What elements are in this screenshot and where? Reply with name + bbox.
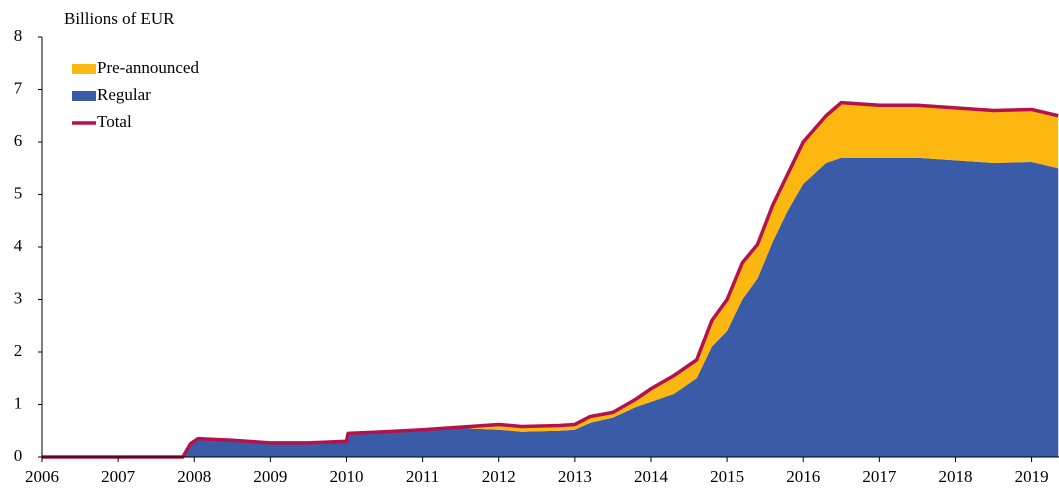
legend-swatch xyxy=(72,64,96,74)
y-tick-label: 3 xyxy=(14,288,23,307)
y-tick-label: 2 xyxy=(14,341,23,360)
x-tick-label: 2017 xyxy=(862,467,897,486)
x-tick-label: 2018 xyxy=(938,467,972,486)
x-tick-label: 2016 xyxy=(786,467,820,486)
y-tick-label: 7 xyxy=(14,78,23,97)
x-tick-label: 2012 xyxy=(482,467,516,486)
x-tick-label: 2013 xyxy=(558,467,592,486)
y-tick-label: 1 xyxy=(14,393,23,412)
y-tick-label: 5 xyxy=(14,183,23,202)
area xyxy=(42,157,1059,457)
x-tick-label: 2009 xyxy=(253,467,287,486)
legend-label: Total xyxy=(97,112,132,131)
x-tick-label: 2015 xyxy=(710,467,744,486)
x-tick-label: 2006 xyxy=(25,467,59,486)
y-tick-label: 0 xyxy=(14,446,23,465)
y-axis-title: Billions of EUR xyxy=(64,9,175,28)
y-tick-label: 4 xyxy=(14,236,23,255)
total-line xyxy=(42,100,1059,459)
x-tick-label: 2014 xyxy=(634,467,669,486)
x-tick-label: 2011 xyxy=(406,467,439,486)
legend-swatch xyxy=(72,91,96,101)
area xyxy=(42,102,1059,457)
legend-label: Pre-announced xyxy=(97,58,199,77)
x-tick-label: 2010 xyxy=(329,467,363,486)
y-tick-label: 8 xyxy=(14,26,23,45)
x-tick-label: 2007 xyxy=(101,467,136,486)
x-tick-label: 2008 xyxy=(177,467,211,486)
y-tick-label: 6 xyxy=(14,131,23,150)
legend-label: Regular xyxy=(97,85,151,104)
x-tick-label: 2019 xyxy=(1015,467,1049,486)
